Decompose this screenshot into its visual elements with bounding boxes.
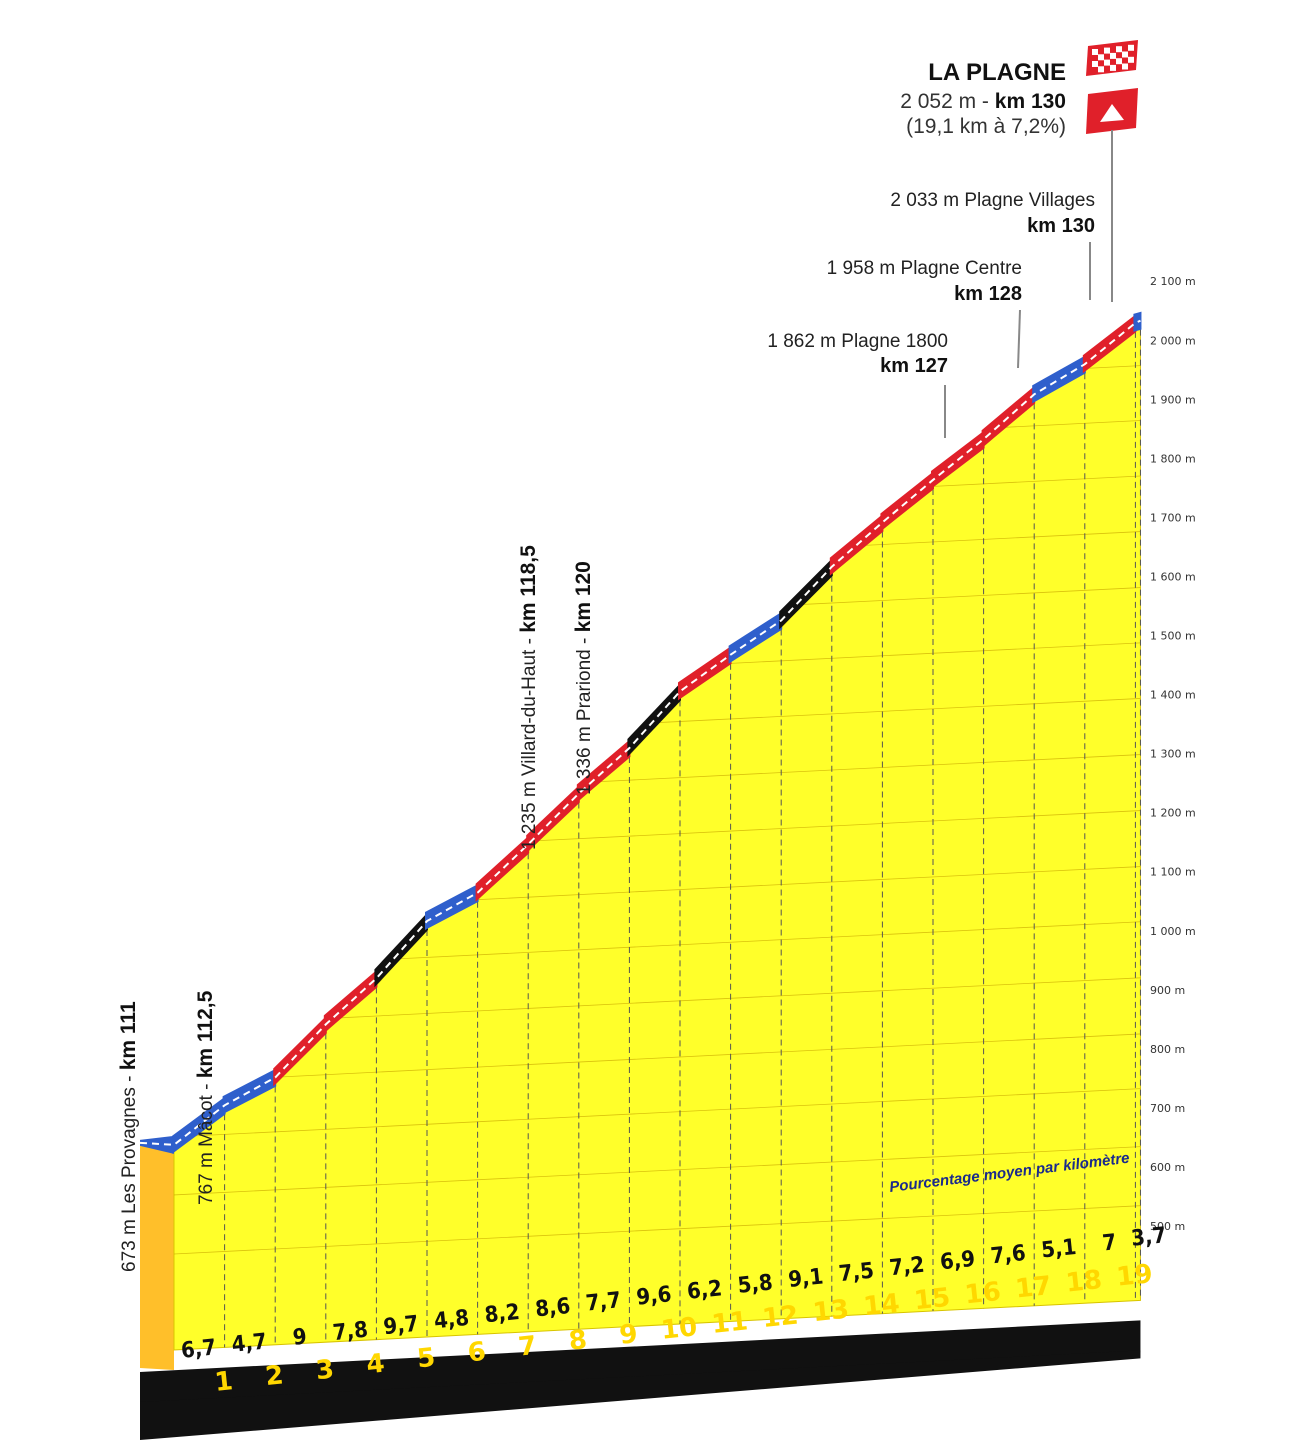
- gradient-label: 9,7: [382, 1312, 419, 1341]
- base-layer: [140, 1320, 1141, 1440]
- road-segment: [627, 682, 681, 758]
- road-segment: [576, 739, 631, 803]
- waypoint-label: 673 m Les Provagnes - km 111: [117, 1001, 140, 1272]
- gradient-label: 5,8: [736, 1270, 773, 1299]
- gradient-label: 7,2: [888, 1253, 925, 1282]
- road-segment: [475, 835, 530, 902]
- grid-layer: [173, 329, 1141, 1348]
- gradient-label: 4,8: [433, 1306, 470, 1335]
- km-marker: 9: [618, 1319, 639, 1351]
- waypoint-label: 767 m Mâcot - km 112,5: [194, 990, 217, 1205]
- km-marker: 8: [567, 1325, 588, 1357]
- gradient-label: 5,1: [1040, 1235, 1077, 1264]
- km-marker: 4: [365, 1349, 386, 1381]
- y-tick-label: 1 300 m: [1150, 748, 1196, 761]
- gradient-label: 8,6: [534, 1294, 571, 1323]
- summit-climb: (19,1 km à 7,2%): [906, 115, 1066, 138]
- km-marker: 10: [660, 1312, 699, 1346]
- km-marker: 15: [913, 1283, 952, 1317]
- waypoint-km: km 130: [1027, 215, 1095, 237]
- waypoint-km: km 128: [954, 283, 1022, 305]
- y-tick-label: 1 000 m: [1150, 925, 1196, 938]
- summit-altitude-text: 2 052 m -: [900, 90, 995, 113]
- km-marker: 11: [710, 1306, 749, 1340]
- y-tick-label: 900 m: [1150, 984, 1185, 997]
- profile-area: [173, 326, 1141, 1351]
- start-block: [140, 1139, 174, 1370]
- gradient-label: 6,9: [939, 1247, 976, 1276]
- waypoint-km: km 127: [880, 355, 948, 377]
- summit-block: LA PLAGNE 2 052 m - km 130 (19,1 km à 7,…: [900, 59, 1066, 138]
- gradient-label: 3,7: [1130, 1223, 1167, 1252]
- y-tick-label: 1 200 m: [1150, 807, 1196, 820]
- km-marker: 7: [517, 1331, 538, 1363]
- road-segment: [880, 470, 934, 532]
- gradient-label: 6,7: [180, 1335, 217, 1364]
- gradient-label: 7,6: [989, 1241, 1026, 1270]
- y-tick-label: 1 900 m: [1150, 393, 1196, 406]
- summit-name: LA PLAGNE: [928, 59, 1066, 86]
- leader-line: [1017, 309, 1021, 369]
- gradient-label: 9,1: [787, 1264, 824, 1293]
- waypoint-label: 1 235 m Villard-du-Haut - km 118,5: [517, 545, 540, 850]
- y-tick-label: 800 m: [1150, 1043, 1185, 1056]
- gradient-label: 8,2: [483, 1300, 520, 1329]
- waypoint-name: 1 862 m Plagne 1800: [767, 331, 948, 352]
- km-marker: 19: [1115, 1259, 1154, 1293]
- y-tick-label: 1 500 m: [1150, 630, 1196, 643]
- y-tick-label: 2 100 m: [1150, 275, 1196, 288]
- y-tick-label: 1 800 m: [1150, 452, 1196, 465]
- y-tick-label: 600 m: [1150, 1161, 1185, 1174]
- gradient-label: 9: [292, 1325, 308, 1351]
- waypoint-name: 1 958 m Plagne Centre: [827, 258, 1022, 279]
- km-marker: 1: [213, 1366, 234, 1398]
- km-marker: 14: [862, 1289, 901, 1323]
- km-band: [140, 1320, 1141, 1406]
- road-segment: [374, 912, 428, 988]
- road-segment: [981, 385, 1036, 449]
- road-layer: [139, 311, 1142, 1154]
- gradient-label: 9,6: [635, 1282, 672, 1311]
- km-marker: 3: [314, 1354, 335, 1386]
- y-tick-label: 1 100 m: [1150, 866, 1196, 879]
- y-tick-label: 1 700 m: [1150, 511, 1196, 524]
- gradient-label: 4,7: [230, 1329, 267, 1358]
- waypoint-label: 1 336 m Prariond - km 120: [572, 561, 595, 795]
- summit-altitude: 2 052 m - km 130: [900, 90, 1066, 113]
- gradient-label: 6,2: [686, 1276, 723, 1305]
- labels-layer: 6,7 4,7 9 7,8 9,7 4,8 8,2 8,6 7,7 9,6 6,2 5,8 9,1 7,5…: [117, 190, 1167, 1398]
- y-tick-label: 1 400 m: [1150, 689, 1196, 702]
- y-tick-label: 1 600 m: [1150, 570, 1196, 583]
- km-marker: 18: [1064, 1265, 1103, 1299]
- gradient-label: 7,5: [838, 1259, 875, 1288]
- road-segment: [323, 969, 378, 1034]
- km-marker: 5: [416, 1343, 437, 1375]
- km-marker: 16: [963, 1277, 1002, 1311]
- gradient-label: 7,8: [332, 1318, 369, 1347]
- waypoint-name: 2 033 m Plagne Villages: [890, 190, 1095, 211]
- km-marker: 13: [811, 1295, 850, 1329]
- km-marker: 6: [466, 1337, 487, 1369]
- road-segment: [1032, 355, 1086, 404]
- profile-layer: [140, 326, 1141, 1370]
- y-tick-label: 700 m: [1150, 1102, 1185, 1115]
- road-centerline: [139, 319, 1141, 1146]
- mountain-summit-icon: [1086, 88, 1138, 302]
- y-tick-label: 2 000 m: [1150, 334, 1196, 347]
- gradient-label: 7,7: [585, 1288, 622, 1317]
- y-axis: 500 m 600 m 700 m 800 m 900 m 1 000 m 1 100 m 1…: [1150, 275, 1196, 1233]
- road-segment: [1133, 311, 1142, 332]
- y-tick-label: 500 m: [1150, 1220, 1185, 1233]
- finish-flag-icon: [1086, 40, 1138, 76]
- km-marker: 17: [1014, 1271, 1053, 1305]
- km-marker: 12: [761, 1300, 800, 1334]
- summit-km: km 130: [995, 90, 1066, 113]
- km-marker: 2: [264, 1360, 285, 1392]
- gradient-label: 7: [1101, 1230, 1117, 1256]
- road-segment: [526, 784, 580, 854]
